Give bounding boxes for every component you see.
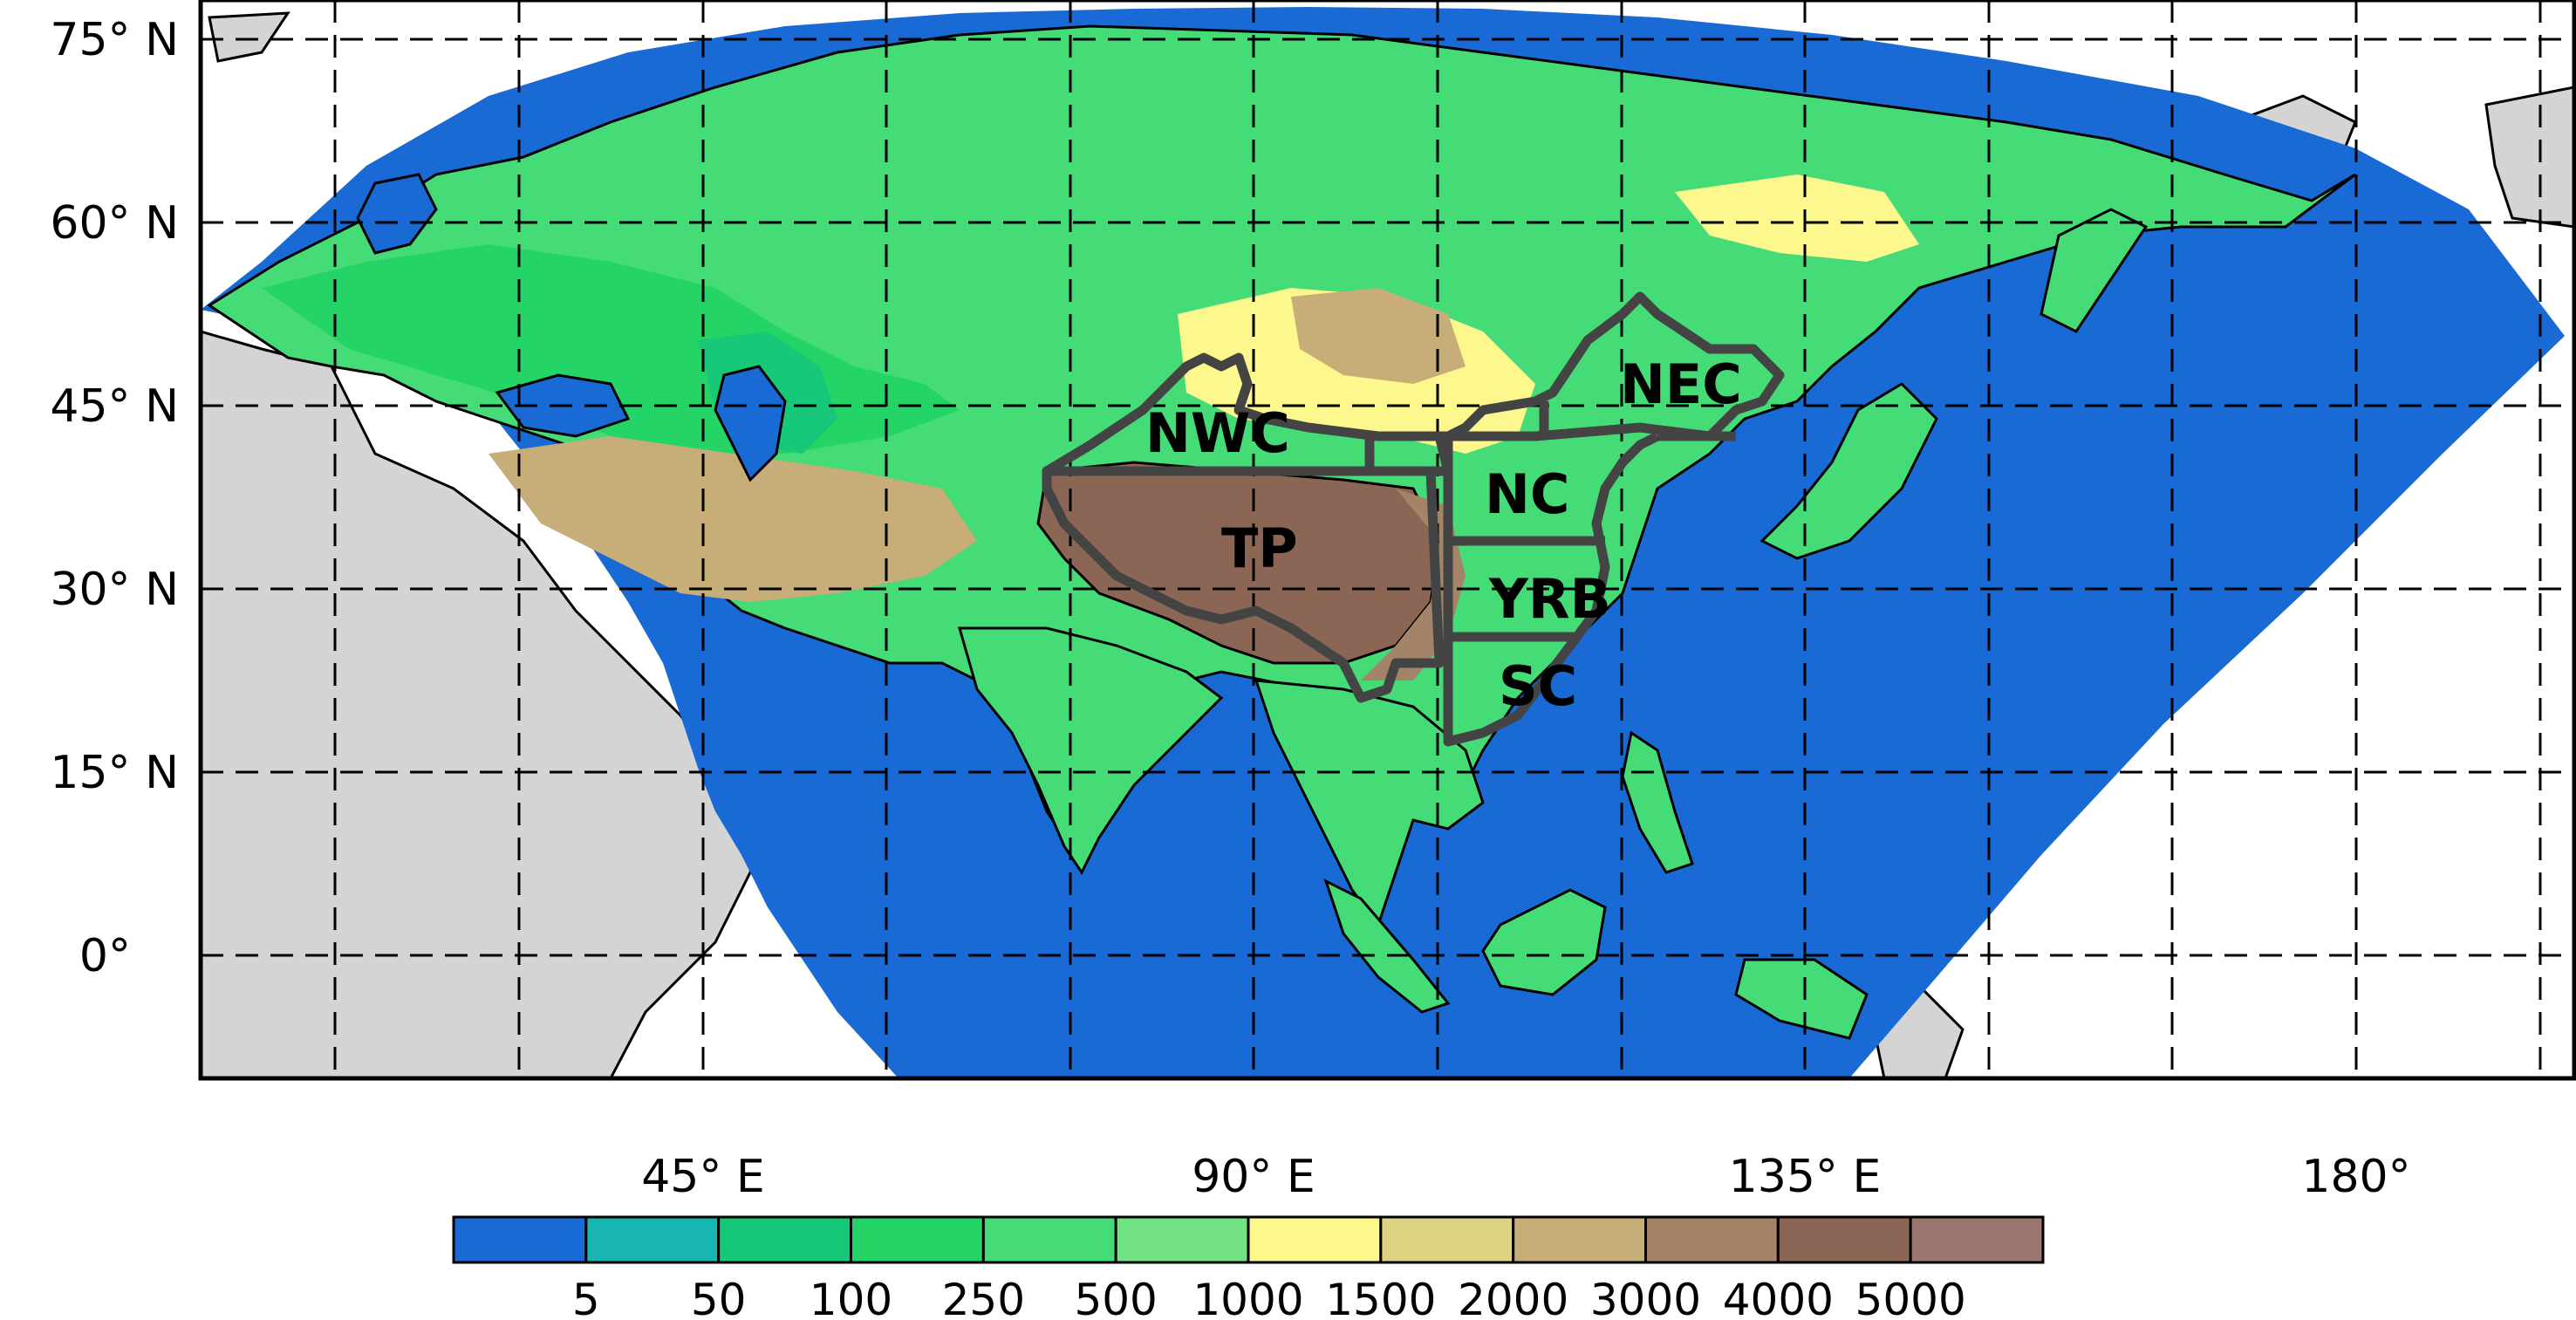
colorbar-label: 4000 xyxy=(1723,1275,1834,1320)
colorbar-label: 100 xyxy=(810,1275,892,1320)
colorbar-swatch xyxy=(717,1215,853,1264)
region-label-nc: NC xyxy=(1485,462,1569,526)
region-label-sc: SC xyxy=(1499,654,1577,718)
grid xyxy=(201,0,2574,1078)
tp-boundary xyxy=(1042,466,1445,703)
region-boundaries xyxy=(1042,291,1785,747)
lon-label-45e: 45° E xyxy=(641,1151,765,1203)
lat-label-75n: 75° N xyxy=(50,14,179,66)
caspian-sea xyxy=(714,365,787,482)
colorbar-label: 3000 xyxy=(1590,1275,1701,1320)
india xyxy=(958,626,1224,875)
colorbar-swatch xyxy=(1909,1215,2045,1264)
colorbar-swatch xyxy=(850,1215,985,1264)
lat-label-30n: 30° N xyxy=(50,564,179,616)
lon-label-90e: 90° E xyxy=(1192,1151,1315,1203)
region-label-yrb: YRB xyxy=(1488,567,1611,631)
colorbar-label: 500 xyxy=(1074,1275,1157,1320)
sumatra xyxy=(1323,879,1451,1014)
colorbar-label: 2000 xyxy=(1458,1275,1568,1320)
kamchatka xyxy=(2040,208,2149,333)
lat-label-45n: 45° N xyxy=(50,380,179,433)
japan xyxy=(1759,382,1938,560)
colorbar-swatch xyxy=(1644,1215,1780,1264)
plateau-tan xyxy=(1291,288,1466,384)
plateau-iran xyxy=(489,436,977,602)
colorbar-label: 1500 xyxy=(1325,1275,1436,1320)
region-label-nwc: NWC xyxy=(1145,401,1290,465)
longitude-labels: 45° E 90° E 135° E 180° xyxy=(641,1151,2410,1203)
colorbar-label: 1000 xyxy=(1192,1275,1303,1320)
region-label-nec: NEC xyxy=(1620,352,1742,416)
baltic-sea xyxy=(356,173,438,255)
colorbar-swatch xyxy=(452,1215,588,1264)
colorbar-label: 5000 xyxy=(1855,1275,1966,1320)
new-guinea xyxy=(1734,958,1869,1040)
colorbar-swatch xyxy=(1379,1215,1515,1264)
colorbar-label: 5 xyxy=(572,1275,600,1320)
philippines xyxy=(1621,730,1694,874)
region-label-tp: TP xyxy=(1221,516,1298,580)
lat-label-0: 0° xyxy=(79,930,131,982)
latitude-labels: 75° N 60° N 45° N 30° N 15° N 0° xyxy=(50,14,179,982)
colorbar-swatch xyxy=(1114,1215,1250,1264)
indochina xyxy=(1254,679,1485,928)
map-frame-border xyxy=(198,0,2576,1081)
colorbar-label: 50 xyxy=(691,1275,747,1320)
colorbar-swatch xyxy=(1776,1215,1912,1264)
colorbar-swatch xyxy=(981,1215,1117,1264)
colorbar-swatch xyxy=(1247,1215,1383,1264)
borneo xyxy=(1481,888,1607,996)
east-china-boundary xyxy=(1439,291,1785,747)
lat-label-60n: 60° N xyxy=(50,197,179,250)
colorbar: 5 50 100 250 500 1000 1500 2000 3000 4000 5000 xyxy=(452,1215,2045,1320)
lon-label-180: 180° xyxy=(2301,1151,2410,1203)
highland-yellow-east xyxy=(1675,174,1919,262)
lat-label-15n: 15° N xyxy=(50,747,179,799)
colorbar-swatch xyxy=(1512,1215,1647,1264)
colorbar-swatch xyxy=(584,1215,721,1264)
lon-label-135e: 135° E xyxy=(1729,1151,1882,1203)
colorbar-label: 250 xyxy=(942,1275,1025,1320)
